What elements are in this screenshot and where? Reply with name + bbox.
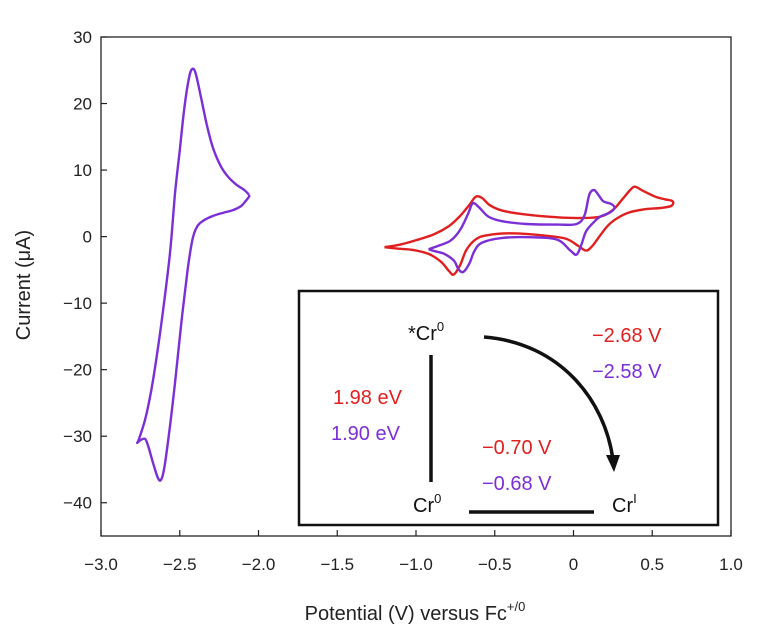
- y-tick-label: −20: [63, 361, 92, 380]
- excited-state-label: *Cr0: [408, 319, 444, 345]
- y-tick-label: −10: [63, 294, 92, 313]
- cv-series-line-1: [135, 67, 251, 482]
- y-tick-label: 10: [73, 161, 92, 180]
- energy-purple-label: 1.90 eV: [331, 423, 401, 445]
- y-tick-label: −40: [63, 494, 92, 513]
- y-axis-title: Current (μA): [13, 230, 35, 340]
- x-axis: −3.0 −2.5 −2.0 −1.5 −1.0 −0.5 0 0.5 1.0: [84, 530, 743, 574]
- x-tick-label: −2.5: [163, 555, 197, 574]
- x-tick-label: −2.0: [242, 555, 276, 574]
- ground-state-label: Cr0: [413, 491, 441, 517]
- x-tick-label: −3.0: [84, 555, 118, 574]
- y-axis: 30 20 10 0 −10 −20 −30 −40: [63, 28, 107, 513]
- electron-transfer-arrow: [483, 335, 615, 461]
- x-tick-label: 1.0: [719, 555, 743, 574]
- y-tick-label: −30: [63, 427, 92, 446]
- ground-potential-purple-label: −0.68 V: [482, 473, 552, 495]
- x-tick-label: −0.5: [478, 555, 512, 574]
- energy-diagram-inset: *Cr0 Cr0 CrI 1.98 eV 1.90 eV −2.68 V −2.…: [297, 289, 720, 527]
- excited-potential-red-label: −2.68 V: [592, 325, 662, 347]
- x-tick-label: −1.0: [399, 555, 433, 574]
- excited-potential-purple-label: −2.58 V: [592, 361, 662, 383]
- x-tick-label: 0.5: [640, 555, 664, 574]
- energy-red-label: 1.98 eV: [333, 387, 403, 409]
- cv-series-line-3: [428, 188, 616, 274]
- cv-series: [135, 67, 675, 482]
- x-tick-label: −1.5: [320, 555, 354, 574]
- x-axis-title-main: Potential (V) versus Fc: [305, 603, 507, 625]
- reduced-state-label: CrI: [612, 491, 637, 517]
- x-tick-label: 0: [569, 555, 578, 574]
- y-tick-label: 30: [73, 28, 92, 47]
- ground-potential-red-label: −0.70 V: [482, 437, 552, 459]
- x-axis-title: Potential (V) versus Fc+/0: [305, 599, 526, 625]
- cv-series-line-2: [384, 185, 675, 276]
- arrow-head: [606, 455, 620, 472]
- x-axis-title-superscript: +/0: [507, 599, 525, 614]
- y-tick-label: 0: [83, 228, 92, 247]
- y-tick-label: 20: [73, 95, 92, 114]
- inset-frame: [297, 289, 720, 527]
